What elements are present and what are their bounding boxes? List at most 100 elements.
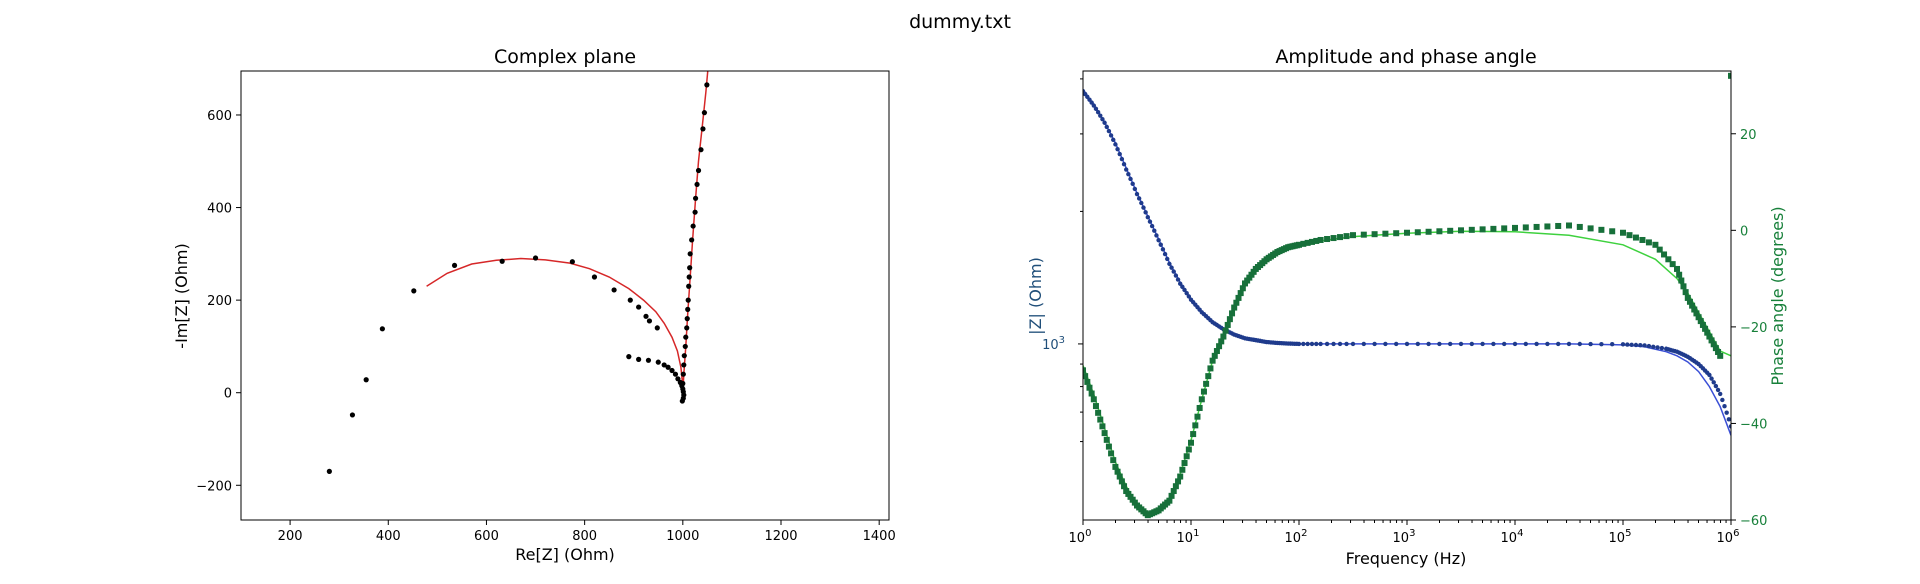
phase-point xyxy=(1728,72,1731,79)
phase-point xyxy=(1166,497,1173,504)
phase-point xyxy=(1674,265,1680,272)
amplitude-point xyxy=(1182,287,1187,293)
amplitude-point xyxy=(1350,341,1356,347)
phase-point xyxy=(1682,289,1689,296)
phase-point xyxy=(1350,232,1356,239)
amplitude-point xyxy=(1180,284,1185,290)
data-point xyxy=(626,354,632,360)
phase-point xyxy=(1691,306,1698,313)
amplitude-point xyxy=(1599,341,1604,347)
amplitude-point xyxy=(1588,341,1593,347)
bode-chart-title: Amplitude and phase angle xyxy=(1275,46,1536,68)
amplitude-point xyxy=(1309,341,1315,347)
bode-chart-y2label: Phase angle (degrees) xyxy=(1768,206,1787,385)
x-tick-label: 600 xyxy=(474,529,499,544)
amplitude-point xyxy=(1128,176,1133,182)
x-tick-exponent: 2 xyxy=(1301,528,1307,539)
data-point xyxy=(681,362,687,368)
phase-point xyxy=(1512,224,1518,231)
y2-tick-label: −40 xyxy=(1740,417,1767,432)
phase-point xyxy=(1233,299,1240,306)
amplitude-point xyxy=(1296,341,1302,347)
phase-point xyxy=(1114,468,1121,475)
x-tick-label: 400 xyxy=(376,529,401,544)
phase-point xyxy=(1645,239,1652,246)
amplitude-point xyxy=(1147,219,1153,224)
complex-plane-marks xyxy=(326,71,710,474)
data-point xyxy=(636,356,642,362)
amplitude-point xyxy=(1318,341,1323,347)
phase-point xyxy=(1661,251,1668,258)
complex-plane-title: Complex plane xyxy=(494,46,636,68)
amplitude-point xyxy=(1659,345,1665,351)
amplitude-point xyxy=(1117,151,1122,157)
data-point xyxy=(326,468,332,474)
phase-point xyxy=(1330,235,1337,242)
phase-point xyxy=(1712,345,1719,352)
phase-point xyxy=(1702,325,1709,332)
amplitude-point xyxy=(1724,410,1729,415)
phase-point xyxy=(1083,367,1086,374)
amplitude-point xyxy=(1106,128,1112,134)
amplitude-point xyxy=(1305,341,1310,347)
phase-point xyxy=(1479,226,1486,233)
phase-point xyxy=(1237,290,1244,297)
data-point xyxy=(591,274,598,280)
amplitude-point xyxy=(1175,277,1181,282)
phase-point xyxy=(1196,404,1203,411)
phase-point xyxy=(1108,450,1115,457)
phase-point xyxy=(1656,246,1663,253)
data-point xyxy=(695,167,702,174)
phase-point xyxy=(1704,329,1711,336)
x-tick-exponent: 3 xyxy=(1409,528,1415,539)
data-point xyxy=(569,259,575,265)
amplitude-point xyxy=(1119,156,1125,162)
phase-point xyxy=(1220,333,1227,340)
phase-point xyxy=(1211,352,1218,359)
phase-point xyxy=(1626,232,1633,239)
amplitude-point xyxy=(1132,186,1138,192)
data-point xyxy=(680,380,686,387)
y-tick-exponent: 3 xyxy=(1059,335,1065,346)
phase-point xyxy=(1231,304,1238,311)
amplitude-point xyxy=(1638,343,1643,348)
data-point xyxy=(411,288,417,294)
amplitude-point xyxy=(1556,341,1561,347)
amplitude-point xyxy=(1145,215,1151,220)
phase-point xyxy=(1105,443,1112,450)
phase-point xyxy=(1083,373,1089,380)
phase-point xyxy=(1313,237,1320,244)
phase-point xyxy=(1371,231,1378,238)
amplitude-point xyxy=(1115,146,1120,152)
x-tick-label: 800 xyxy=(572,529,597,544)
data-point xyxy=(681,353,687,359)
data-point xyxy=(684,316,690,322)
x-tick-label: 103 xyxy=(1393,528,1416,546)
amplitude-point xyxy=(1337,341,1343,347)
amplitude-point xyxy=(1100,116,1105,122)
fit-line xyxy=(426,71,709,393)
y2-tick-label: −60 xyxy=(1740,514,1767,529)
data-point xyxy=(654,325,660,331)
bode-chart-ylabel: |Z| (Ohm) xyxy=(1026,257,1045,335)
amplitude-point xyxy=(1633,342,1639,348)
amplitude-point xyxy=(1165,256,1170,262)
phase-point xyxy=(1222,327,1229,334)
phase-point xyxy=(1185,446,1192,453)
x-tick-label: 1000 xyxy=(666,529,699,544)
data-point xyxy=(661,362,667,368)
phase-point xyxy=(1414,229,1421,236)
amplitude-point xyxy=(1149,223,1155,229)
data-point xyxy=(694,181,700,188)
phase-point xyxy=(1203,380,1210,387)
complex-plane-series xyxy=(326,71,710,474)
data-point xyxy=(686,283,692,289)
bode-chart: Amplitude and phase angle 100 101 102 103 10… xyxy=(1026,46,1787,568)
phase-point xyxy=(1300,240,1307,247)
phase-point xyxy=(1198,396,1205,403)
amplitude-point xyxy=(1566,341,1572,347)
phase-point xyxy=(1699,321,1706,328)
data-point xyxy=(690,223,696,229)
data-point xyxy=(682,343,688,350)
